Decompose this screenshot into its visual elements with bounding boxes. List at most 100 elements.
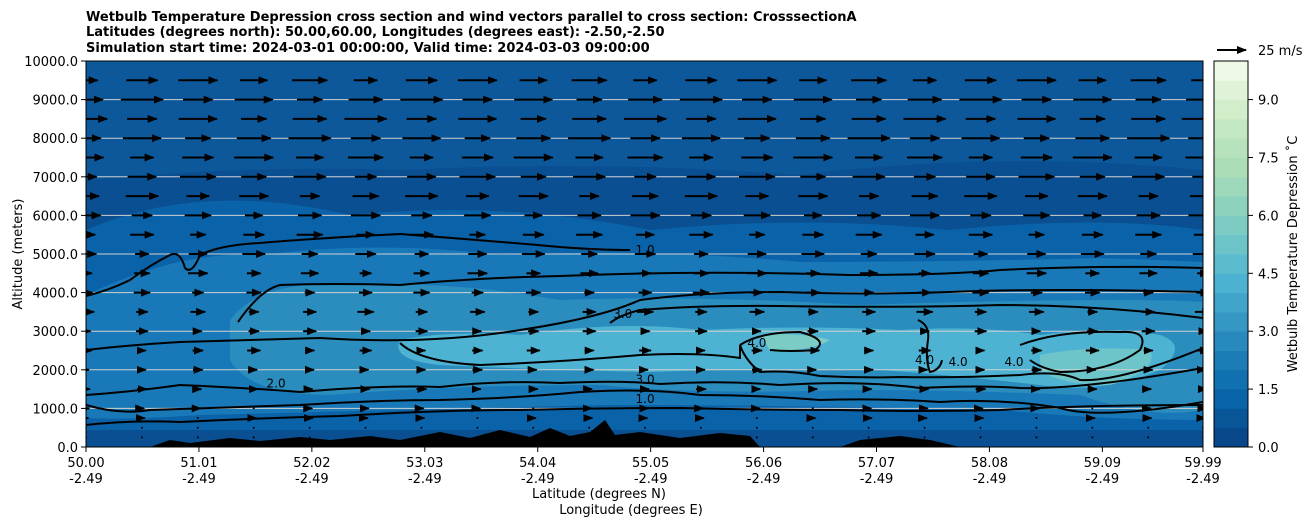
contour-fill-upper bbox=[86, 61, 1203, 180]
x-tick-label-lon: -2.49 bbox=[408, 472, 442, 487]
chart-title-line-2: Latitudes (degrees north): 50.00,60.00, … bbox=[86, 25, 665, 40]
contour-label: 3.0 bbox=[636, 372, 655, 386]
wind-vector bbox=[364, 426, 367, 429]
x-tick-label-lat: 52.02 bbox=[293, 456, 330, 471]
wind-vector bbox=[588, 426, 591, 429]
contour-line-4-c bbox=[1019, 330, 1144, 374]
colorbar-tick-label: 1.5 bbox=[1258, 383, 1279, 398]
x-axis-ticks: 50.00-2.4951.01-2.4952.02-2.4953.03-2.49… bbox=[67, 447, 1222, 487]
x-axis-label-lat: Latitude (degrees N) bbox=[532, 487, 666, 502]
x-tick-label-lat: 54.04 bbox=[519, 456, 556, 471]
x-tick-label-lon: -2.49 bbox=[69, 472, 103, 487]
contour-label: 4.0 bbox=[1004, 355, 1023, 369]
colorbar-band bbox=[1214, 389, 1248, 409]
colorbar-tick-label: 9.0 bbox=[1258, 94, 1279, 109]
y-tick-label: 8000.0 bbox=[33, 132, 79, 147]
x-tick-label-lon: -2.49 bbox=[860, 472, 894, 487]
colorbar-band bbox=[1214, 118, 1248, 139]
chart-title-line-1: Wetbulb Temperature Depression cross sec… bbox=[86, 10, 857, 25]
x-tick-label-lat: 59.09 bbox=[1084, 456, 1121, 471]
x-tick-label-lon: -2.49 bbox=[182, 472, 216, 487]
wind-vector bbox=[979, 436, 982, 439]
colorbar-label: Wetbulb Temperature Depression ˚C bbox=[1285, 136, 1301, 373]
wind-vector bbox=[420, 426, 423, 429]
x-tick-label-lat: 50.00 bbox=[67, 456, 104, 471]
wind-vector bbox=[923, 436, 926, 439]
x-tick-label-lat: 55.05 bbox=[632, 456, 669, 471]
colorbar-band bbox=[1214, 273, 1248, 294]
colorbar-ticks: 0.0 1.5 3.0 4.5 6.0 7.5 9.0 bbox=[1248, 94, 1279, 456]
x-axis-label-lon: Longitude (degrees E) bbox=[559, 503, 703, 518]
wind-vector bbox=[364, 436, 367, 439]
colorbar-band bbox=[1214, 408, 1248, 429]
wind-vector bbox=[252, 436, 255, 439]
wind-vector bbox=[476, 417, 479, 420]
y-tick-label: 7000.0 bbox=[33, 171, 79, 186]
contour-label: 3.0 bbox=[613, 307, 632, 321]
wind-vector bbox=[476, 436, 479, 439]
colorbar-tick-label: 4.5 bbox=[1258, 267, 1279, 282]
contour-label: 4.0 bbox=[747, 336, 766, 350]
x-tick-label-lat: 51.01 bbox=[180, 456, 217, 471]
x-tick-label-lon: -2.49 bbox=[973, 472, 1007, 487]
x-tick-label-lon: -2.49 bbox=[1186, 472, 1220, 487]
wind-vector bbox=[196, 426, 199, 429]
wind-vector bbox=[1035, 426, 1038, 429]
wind-vector bbox=[755, 417, 758, 420]
wind-vector bbox=[867, 436, 870, 439]
y-tick-label: 0.0 bbox=[57, 441, 78, 456]
contour-label: 4.0 bbox=[915, 353, 934, 367]
wind-vector bbox=[532, 407, 535, 410]
wind-vector bbox=[140, 436, 143, 439]
quiver-key-label: 25 m/s bbox=[1258, 44, 1303, 59]
wind-vector bbox=[1035, 417, 1038, 420]
x-tick-label-lat: 57.07 bbox=[858, 456, 895, 471]
contour-label: 4.0 bbox=[949, 355, 968, 369]
contour-fill-peak-1 bbox=[760, 334, 830, 351]
chart-title-line-3: Simulation start time: 2024-03-01 00:00:… bbox=[86, 41, 650, 56]
wind-vector bbox=[699, 436, 702, 439]
y-tick-label: 1000.0 bbox=[33, 402, 79, 417]
x-tick-label-lat: 56.06 bbox=[745, 456, 782, 471]
quiver-key: 25 m/s bbox=[1217, 44, 1303, 59]
colorbar-band bbox=[1214, 157, 1248, 178]
contour-label: 1.0 bbox=[636, 243, 655, 257]
contour-lines bbox=[86, 232, 1203, 426]
wind-vector bbox=[140, 426, 143, 429]
colorbar-band bbox=[1214, 311, 1248, 332]
wind-vector bbox=[1035, 436, 1038, 439]
y-tick-label: 4000.0 bbox=[33, 287, 79, 302]
colorbar-tick-label: 6.0 bbox=[1258, 209, 1279, 224]
colorbar-band bbox=[1214, 138, 1248, 158]
contour-labels: 1.0 3.0 2.0 3.0 1.0 4.0 4.0 4.0 4.0 bbox=[267, 243, 1024, 406]
contour-line-lowest bbox=[86, 404, 1203, 426]
colorbar-tick-label: 7.5 bbox=[1258, 152, 1279, 167]
colorbar-frame bbox=[1213, 60, 1249, 448]
y-tick-label: 3000.0 bbox=[33, 325, 79, 340]
y-tick-label: 2000.0 bbox=[33, 364, 79, 379]
wind-vector bbox=[532, 426, 535, 429]
contour-line-2-upper bbox=[237, 265, 1203, 323]
colorbar-band bbox=[1214, 61, 1248, 81]
colorbar-band bbox=[1214, 254, 1248, 274]
x-tick-label-lon: -2.49 bbox=[295, 472, 329, 487]
colorbar-band bbox=[1214, 369, 1248, 390]
wind-vector bbox=[1091, 426, 1094, 429]
wind-vector bbox=[532, 436, 535, 439]
contour-line-2-lower bbox=[86, 289, 1203, 351]
colorbar-band bbox=[1214, 80, 1248, 101]
contour-line-3-lower bbox=[86, 367, 1203, 396]
x-tick-label-lon: -2.49 bbox=[521, 472, 555, 487]
wind-vector bbox=[1147, 436, 1150, 439]
contour-label: 2.0 bbox=[267, 376, 286, 390]
wind-vector bbox=[979, 426, 982, 429]
contour-label: 1.0 bbox=[636, 392, 655, 406]
wind-vector bbox=[923, 426, 926, 429]
x-tick-label-lon: -2.49 bbox=[1086, 472, 1120, 487]
wind-vectors bbox=[86, 76, 1203, 439]
wind-vector bbox=[588, 436, 591, 439]
x-tick-label-lon: -2.49 bbox=[634, 472, 668, 487]
y-tick-label: 5000.0 bbox=[33, 248, 79, 263]
contour-line-3-core bbox=[399, 342, 1203, 382]
